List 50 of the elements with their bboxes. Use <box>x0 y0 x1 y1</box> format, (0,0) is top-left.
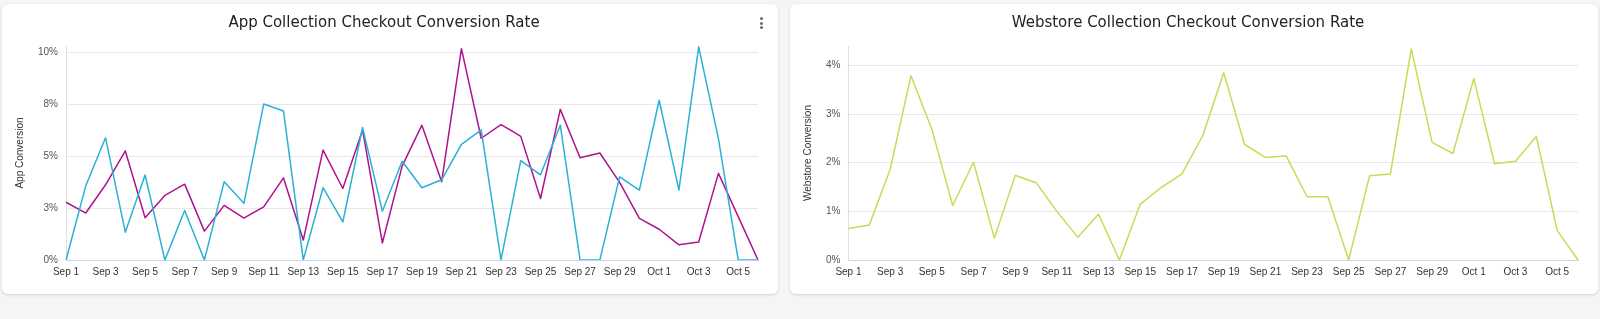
x-tick-label: Sep 17 <box>366 265 399 277</box>
y-tick-label: 3% <box>43 201 59 213</box>
x-tick-label: Sep 21 <box>1249 265 1282 277</box>
x-tick-label: Sep 27 <box>1374 265 1407 277</box>
y-tick-label: 1% <box>826 205 841 217</box>
x-tick-label: Sep 19 <box>1207 265 1240 277</box>
x-tick-label: Sep 29 <box>1416 265 1449 277</box>
y-tick-label: 2% <box>826 156 841 168</box>
x-tick-label: Sep 9 <box>1002 265 1029 277</box>
y-axis-title: Webstore Conversion <box>801 105 813 201</box>
x-tick-label: Sep 11 <box>1041 265 1073 277</box>
x-tick-label: Oct 1 <box>647 265 672 277</box>
x-tick-label: Sep 25 <box>1332 265 1365 277</box>
x-tick-label: Sep 11 <box>248 265 280 277</box>
x-tick-label: Oct 5 <box>726 265 751 277</box>
y-axis-title: App Conversion <box>13 117 25 189</box>
x-tick-label: Sep 5 <box>132 265 159 277</box>
y-tick-label: 10% <box>38 45 59 57</box>
x-tick-label: Sep 15 <box>326 265 360 277</box>
x-tick-label: Oct 1 <box>1461 265 1487 277</box>
x-tick-label: Sep 23 <box>1291 265 1324 277</box>
x-tick-label: Oct 3 <box>686 265 712 277</box>
y-tick-label: 0% <box>43 253 59 265</box>
chart-title: Webstore Collection Checkout Conversion Rate <box>1011 12 1365 31</box>
x-tick-label: Sep 7 <box>171 265 199 277</box>
x-tick-label: Sep 25 <box>524 265 557 277</box>
y-tick-label: 4% <box>826 59 841 71</box>
x-tick-label: Sep 1 <box>52 265 80 277</box>
x-tick-label: Sep 3 <box>92 265 120 277</box>
x-tick-label: Sep 9 <box>211 265 238 277</box>
x-tick-label: Sep 3 <box>877 265 904 277</box>
y-tick-label: 0% <box>826 253 841 265</box>
x-tick-label: Oct 5 <box>1545 265 1570 277</box>
y-tick-label: 8% <box>43 97 59 109</box>
y-tick-label: 3% <box>826 107 841 119</box>
x-tick-label: Oct 3 <box>1503 265 1528 277</box>
x-tick-label: Sep 15 <box>1124 265 1157 277</box>
x-tick-label: Sep 27 <box>564 265 597 277</box>
x-tick-label: Sep 29 <box>603 265 636 277</box>
x-tick-label: Sep 5 <box>918 265 946 277</box>
x-tick-label: Sep 19 <box>406 265 439 277</box>
y-tick-label: 5% <box>43 149 59 161</box>
x-tick-label: Sep 17 <box>1166 265 1199 277</box>
x-tick-label: Sep 23 <box>485 265 518 277</box>
x-tick-label: Sep 1 <box>835 265 862 277</box>
x-tick-label: Sep 13 <box>287 265 320 277</box>
x-tick-label: Sep 21 <box>445 265 478 277</box>
x-tick-label: Sep 7 <box>960 265 988 277</box>
x-tick-label: Sep 13 <box>1082 265 1115 277</box>
chart-title: App Collection Checkout Conversion Rate <box>228 12 540 31</box>
